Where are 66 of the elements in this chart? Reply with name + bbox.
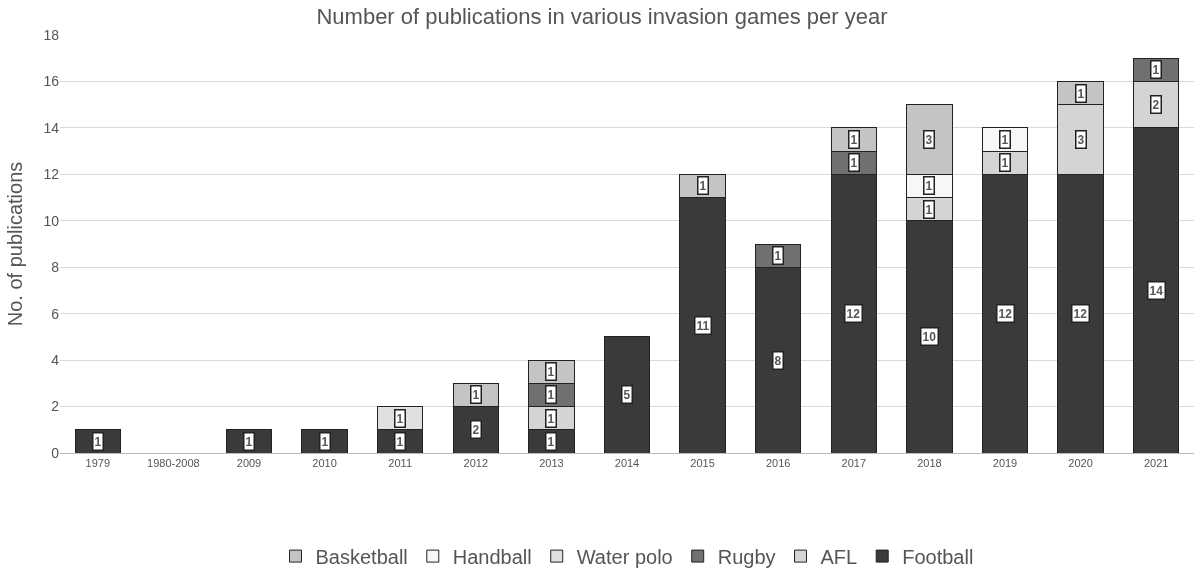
data-label: 1 <box>396 434 404 449</box>
data-label: 1 <box>547 411 555 426</box>
x-tick-label: 2010 <box>312 457 337 470</box>
data-label: 1 <box>925 178 933 193</box>
y-tick-label: 16 <box>43 73 60 90</box>
data-label: 1 <box>850 132 858 147</box>
data-label: 1 <box>472 387 480 402</box>
data-label: 1 <box>699 178 707 193</box>
bar <box>603 336 651 453</box>
data-label: 1 <box>321 434 329 449</box>
data-label: 8 <box>774 353 782 368</box>
legend-label: Handball <box>452 545 532 568</box>
legend-label: Football <box>902 545 974 568</box>
data-label: 10 <box>922 329 937 344</box>
x-tick-label: 1979 <box>85 457 111 470</box>
y-tick-label: 8 <box>51 259 60 276</box>
y-tick-label: 12 <box>43 166 60 183</box>
legend-label: Rugby <box>717 545 776 568</box>
x-tick-label: 2021 <box>1143 457 1169 470</box>
data-label: 12 <box>846 306 861 321</box>
data-label: 2 <box>472 422 480 437</box>
x-tick-label: 2016 <box>765 457 791 470</box>
data-label: 3 <box>925 132 933 147</box>
y-tick-label: 10 <box>43 212 60 229</box>
data-label: 5 <box>623 387 631 402</box>
x-tick-label: 2019 <box>992 457 1018 470</box>
x-tick-label: 2015 <box>690 457 715 470</box>
y-axis-title: No. of publications <box>3 161 26 327</box>
data-label: 1 <box>925 202 933 217</box>
y-tick-label: 6 <box>51 305 60 322</box>
chart-title: Number of publications in various invasion games per year <box>316 4 888 30</box>
data-label: 12 <box>998 306 1013 321</box>
y-tick-label: 4 <box>51 352 60 369</box>
data-label: 3 <box>1077 132 1085 147</box>
data-label: 1 <box>547 434 555 449</box>
data-label: 1 <box>774 248 782 263</box>
data-label: 1 <box>245 434 253 449</box>
x-tick-label: 2011 <box>388 457 413 470</box>
data-label: 1 <box>547 387 555 402</box>
data-label: 1 <box>396 411 404 426</box>
data-label: 1 <box>850 155 858 170</box>
data-label: 14 <box>1149 283 1164 298</box>
y-tick-label: 18 <box>43 26 60 43</box>
legend-label: AFL <box>820 545 858 568</box>
y-tick-label: 14 <box>43 119 60 136</box>
x-tick-label: 2012 <box>463 457 489 470</box>
legend-label: Basketball <box>315 545 408 568</box>
data-label: 2 <box>1152 97 1160 112</box>
data-label: 1 <box>1001 132 1009 147</box>
x-tick-label: 2009 <box>236 457 262 470</box>
y-tick-label: 0 <box>51 444 60 461</box>
y-tick-label: 2 <box>51 398 60 415</box>
data-label: 12 <box>1073 306 1088 321</box>
data-label: 1 <box>94 434 102 449</box>
x-tick-label: 2020 <box>1068 457 1093 470</box>
x-tick-label: 2018 <box>917 457 942 470</box>
legend-label: Water polo <box>576 545 673 568</box>
data-label: 1 <box>1152 62 1160 77</box>
x-tick-label: 1980-2008 <box>147 457 200 470</box>
x-tick-label: 2014 <box>614 457 640 470</box>
data-label: 1 <box>1001 155 1009 170</box>
data-label: 1 <box>547 364 555 379</box>
x-tick-label: 2013 <box>539 457 564 470</box>
x-tick-label: 2017 <box>841 457 867 470</box>
data-label: 11 <box>696 318 710 333</box>
data-label: 1 <box>1077 86 1085 101</box>
